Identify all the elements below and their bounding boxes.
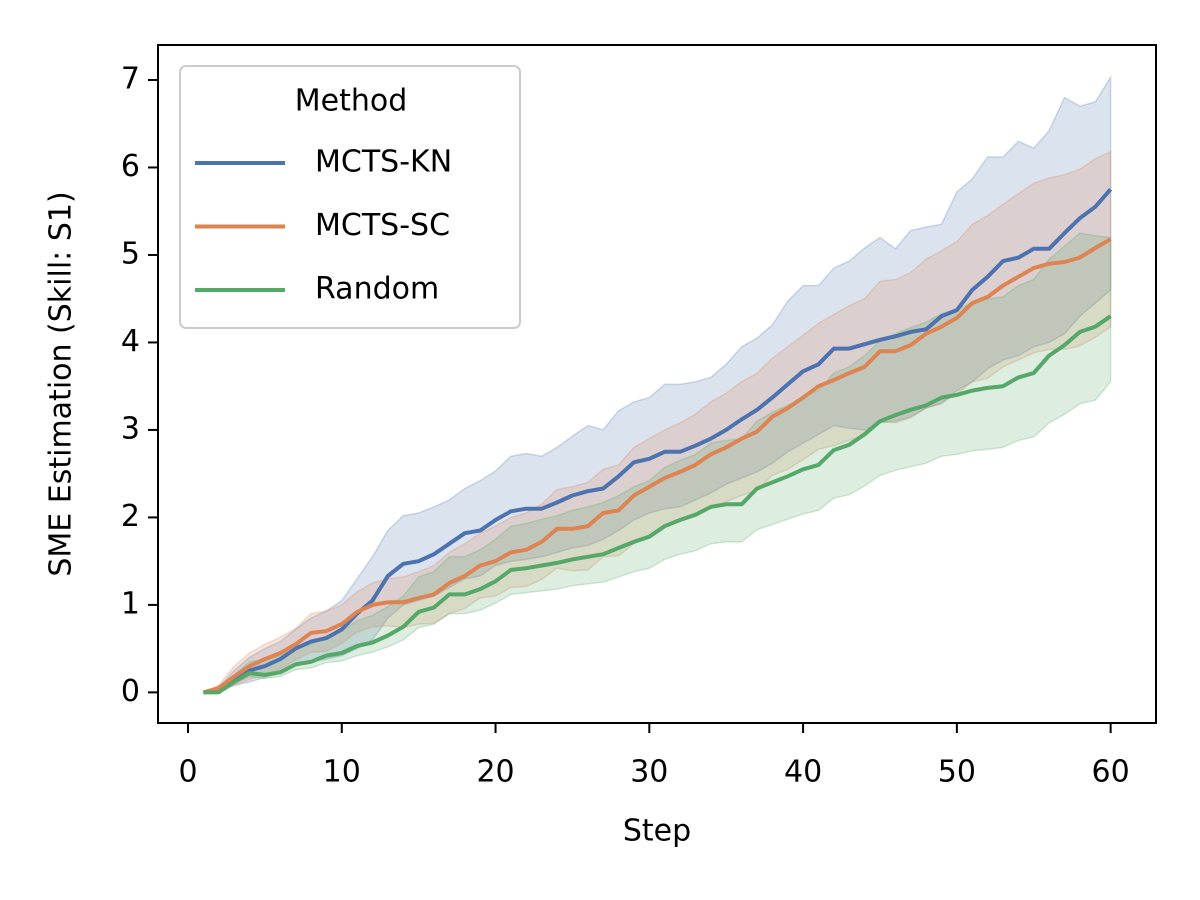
y-axis-label: SME Estimation (Skill: S1): [44, 191, 79, 576]
x-tick-label: 50: [938, 755, 976, 790]
legend-title: Method: [295, 84, 408, 119]
legend-label: MCTS-KN: [315, 145, 452, 180]
x-tick-label: 10: [323, 755, 361, 790]
y-tick-label: 3: [121, 411, 140, 446]
x-tick-label: 20: [476, 755, 514, 790]
y-tick-label: 2: [121, 499, 140, 534]
legend-box: [179, 65, 521, 329]
y-tick-label: 0: [121, 674, 140, 709]
plot-frame: [157, 44, 1157, 724]
y-tick-label: 7: [121, 61, 140, 96]
series-line: [202, 237, 1112, 695]
x-axis-label: Step: [623, 814, 691, 849]
y-tick-label: 5: [121, 236, 140, 271]
y-tick-label: 4: [121, 324, 140, 359]
legend: Method MCTS-KN MCTS-SC Random: [179, 65, 521, 329]
series-line: [203, 314, 1112, 695]
confidence-band: [203, 232, 1112, 694]
x-tick-label: 0: [178, 755, 197, 790]
x-tick-label: 60: [1092, 755, 1130, 790]
y-tick-label: 1: [121, 586, 140, 621]
confidence-band: [203, 74, 1112, 694]
x-tick-label: 30: [630, 755, 668, 790]
legend-label: MCTS-SC: [315, 208, 450, 243]
x-tick-label: 40: [784, 755, 822, 790]
y-tick-label: 6: [121, 149, 140, 184]
legend-label: Random: [315, 272, 439, 307]
